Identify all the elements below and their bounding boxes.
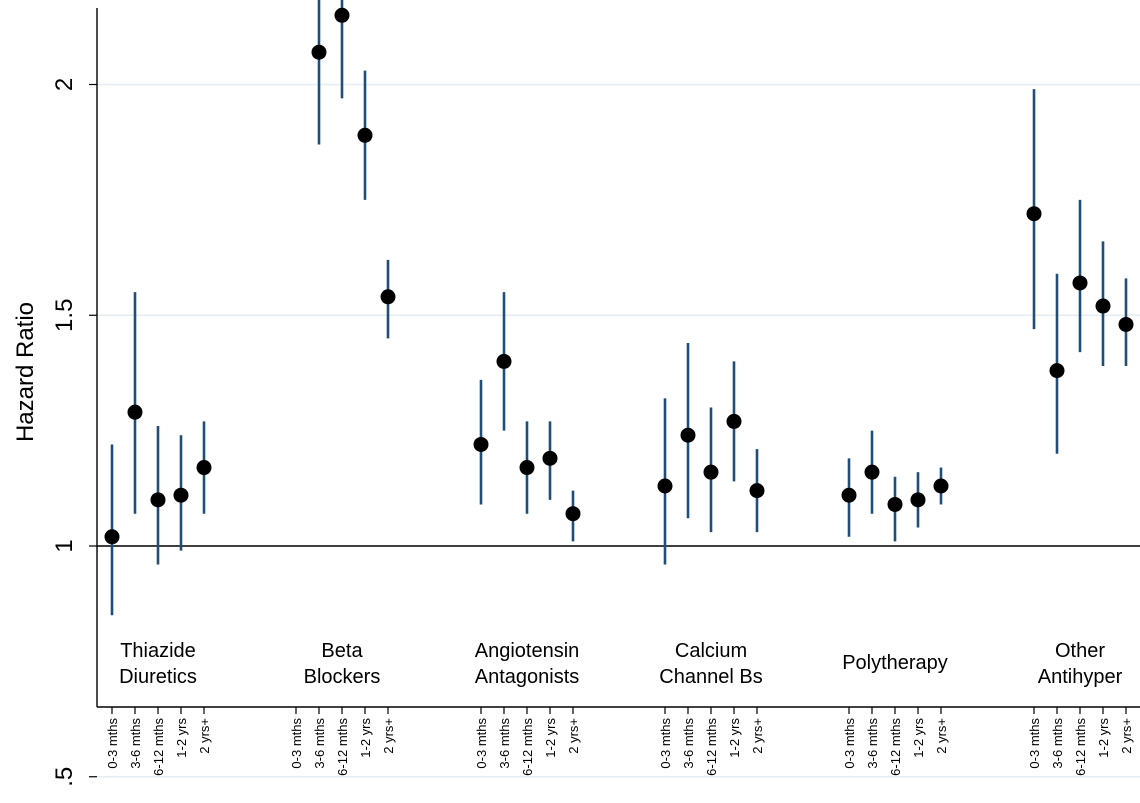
x-tick-label: 3-6 mths bbox=[497, 718, 512, 769]
data-point bbox=[1026, 206, 1042, 222]
x-tick-label: 0-3 mths bbox=[1027, 718, 1042, 769]
group-labels: Thiazide Diuretics Beta Blockers Angiotensin… bbox=[119, 640, 1122, 688]
y-tick-label: 1 bbox=[51, 539, 78, 552]
x-tick-label: 1-2 yrs bbox=[1096, 718, 1111, 758]
data-point bbox=[657, 478, 673, 494]
confidence-intervals bbox=[110, 0, 1128, 616]
x-tick-label: 2 yrs+ bbox=[381, 718, 396, 754]
x-tick-label: 6-12 mths bbox=[151, 718, 166, 776]
x-tick-label: 1-2 yrs bbox=[911, 718, 926, 758]
data-point bbox=[749, 483, 765, 499]
data-point bbox=[726, 413, 742, 429]
group-label-line: Antagonists bbox=[475, 666, 580, 688]
x-tick-label: 1-2 yrs bbox=[174, 718, 189, 758]
data-point bbox=[864, 464, 880, 480]
data-point bbox=[496, 353, 512, 369]
x-axis: 0-3 mths 3-6 mths 6-12 mths 1-2 yrs 2 yrs+ 0-… bbox=[97, 706, 1140, 776]
data-point bbox=[542, 450, 558, 466]
group-label-line: Channel Bs bbox=[659, 666, 762, 688]
x-tick-label: 1-2 yrs bbox=[727, 718, 742, 758]
data-point bbox=[1095, 298, 1111, 314]
data-point bbox=[1118, 316, 1134, 332]
group-label-line: Thiazide bbox=[120, 640, 196, 662]
data-point bbox=[565, 506, 581, 522]
y-tick-label: 2 bbox=[51, 78, 78, 91]
group-label-line: Polytherapy bbox=[842, 652, 948, 674]
group-label-line: Calcium bbox=[675, 640, 747, 662]
x-tick-label: 3-6 mths bbox=[312, 718, 327, 769]
group-label-line: Antihyper bbox=[1038, 666, 1123, 688]
data-point bbox=[887, 496, 903, 512]
x-tick-label: 0-3 mths bbox=[474, 718, 489, 769]
x-tick-label: 3-6 mths bbox=[1050, 718, 1065, 769]
data-point bbox=[357, 127, 373, 143]
data-point bbox=[703, 464, 719, 480]
group-label-line: Diuretics bbox=[119, 666, 197, 688]
hazard-ratio-points bbox=[104, 7, 1134, 545]
group-label-line: Beta bbox=[321, 640, 363, 662]
data-point bbox=[196, 460, 212, 476]
data-point bbox=[1072, 275, 1088, 291]
data-point bbox=[127, 404, 143, 420]
x-tick-label: 3-6 mths bbox=[681, 718, 696, 769]
x-tick-label: 0-3 mths bbox=[842, 718, 857, 769]
group-label-line: Angiotensin bbox=[475, 640, 580, 662]
x-tick-label: 6-12 mths bbox=[1073, 718, 1088, 776]
x-tick-label: 6-12 mths bbox=[704, 718, 719, 776]
x-tick-label: 2 yrs+ bbox=[750, 718, 765, 754]
data-point bbox=[680, 427, 696, 443]
y-tick-label: 1.5 bbox=[51, 299, 78, 332]
x-tick-label: 3-6 mths bbox=[128, 718, 143, 769]
data-point bbox=[150, 492, 166, 508]
data-point bbox=[1049, 363, 1065, 379]
x-tick-label: 2 yrs+ bbox=[197, 718, 212, 754]
y-axis-label: Hazard Ratio bbox=[12, 302, 39, 442]
x-tick-label: 2 yrs+ bbox=[934, 718, 949, 754]
data-point bbox=[519, 460, 535, 476]
y-tick-label: .5 bbox=[51, 767, 78, 787]
data-point bbox=[841, 487, 857, 503]
data-point bbox=[380, 289, 396, 305]
group-label-line: Blockers bbox=[304, 666, 381, 688]
x-tick-label: 6-12 mths bbox=[335, 718, 350, 776]
x-tick-label: 0-3 mths bbox=[658, 718, 673, 769]
x-tick-label: 0-3 mths bbox=[105, 718, 120, 769]
group-label-line: Other bbox=[1055, 640, 1105, 662]
data-point bbox=[334, 7, 350, 23]
data-point bbox=[910, 492, 926, 508]
y-axis: .511.522.53 bbox=[51, 8, 98, 787]
x-tick-label: 6-12 mths bbox=[888, 718, 903, 776]
x-tick-label: 0-3 mths bbox=[289, 718, 304, 769]
data-point bbox=[104, 529, 120, 545]
data-point bbox=[473, 436, 489, 452]
x-tick-label: 3-6 mths bbox=[865, 718, 880, 769]
x-tick-label: 1-2 yrs bbox=[358, 718, 373, 758]
gridlines bbox=[97, 83, 1140, 778]
data-point bbox=[311, 44, 327, 60]
data-point bbox=[933, 478, 949, 494]
data-point bbox=[173, 487, 189, 503]
x-tick-label: 1-2 yrs bbox=[543, 718, 558, 758]
x-tick-label: 2 yrs+ bbox=[566, 718, 581, 754]
x-tick-label: 6-12 mths bbox=[520, 718, 535, 776]
x-tick-label: 2 yrs+ bbox=[1119, 718, 1134, 754]
